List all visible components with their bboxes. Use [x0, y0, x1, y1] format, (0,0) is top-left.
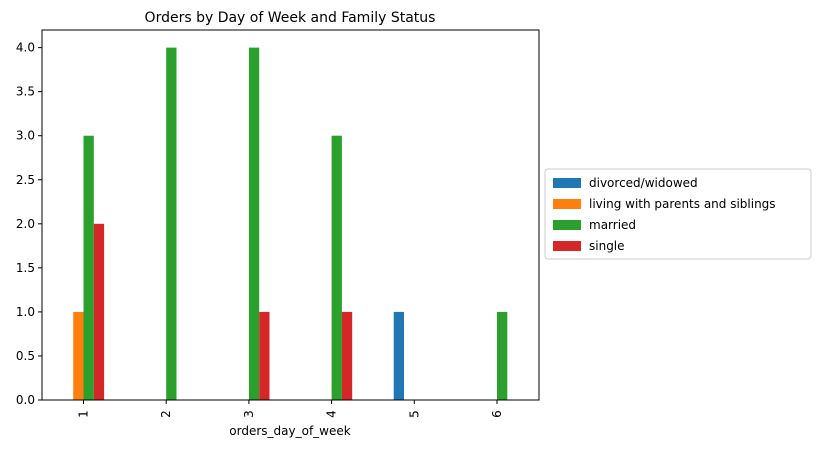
legend-swatch — [553, 220, 581, 230]
bar-single-4 — [341, 311, 353, 400]
y-tick-label: 0.0 — [16, 393, 35, 407]
plot-frame — [41, 29, 540, 401]
bar-married-2 — [166, 47, 177, 401]
y-tick-label: 2.0 — [16, 217, 35, 231]
x-tick-label: 4 — [325, 410, 339, 418]
y-axis: 0.0 0.5 1.0 1.5 2.0 2.5 3.0 3.5 4.0 — [16, 41, 42, 407]
bar-divorced-widowed-5 — [393, 311, 404, 400]
bar-married-4 — [331, 135, 342, 400]
x-tick-label: 2 — [159, 410, 173, 418]
bar-married-3 — [248, 47, 260, 401]
x-axis-title: orders_day_of_week — [229, 424, 350, 438]
legend: divorced/widowed living with parents and … — [544, 168, 812, 260]
y-tick-label: 2.5 — [16, 173, 35, 187]
bar-married-1 — [83, 135, 94, 400]
bar-single-1 — [93, 223, 105, 400]
bar-single-3 — [259, 311, 270, 400]
x-tick-label: 1 — [77, 410, 91, 418]
bars-layer — [73, 47, 508, 401]
legend-swatch — [553, 241, 581, 251]
legend-swatch — [553, 199, 581, 209]
y-tick-label: 1.0 — [16, 305, 35, 319]
y-tick-label: 3.0 — [16, 129, 35, 143]
y-tick-label: 0.5 — [16, 349, 35, 363]
bar-living-with-parents-and-siblings-1 — [73, 311, 84, 400]
x-tick-label: 6 — [490, 410, 504, 418]
chart-title: Orders by Day of Week and Family Status — [145, 10, 436, 26]
y-tick-label: 3.5 — [16, 85, 35, 99]
x-tick-label: 3 — [242, 410, 256, 418]
legend-frame — [544, 168, 812, 260]
x-axis: 1 2 3 4 5 6 — [77, 400, 504, 418]
legend-label: single — [589, 239, 625, 253]
legend-label: married — [589, 218, 636, 232]
y-tick-label: 4.0 — [16, 41, 35, 55]
legend-swatch — [553, 178, 581, 188]
legend-label: divorced/widowed — [589, 176, 698, 190]
x-tick-label: 5 — [407, 410, 421, 418]
bar-married-6 — [497, 311, 508, 400]
y-tick-label: 1.5 — [16, 261, 35, 275]
legend-label: living with parents and siblings — [589, 197, 776, 211]
